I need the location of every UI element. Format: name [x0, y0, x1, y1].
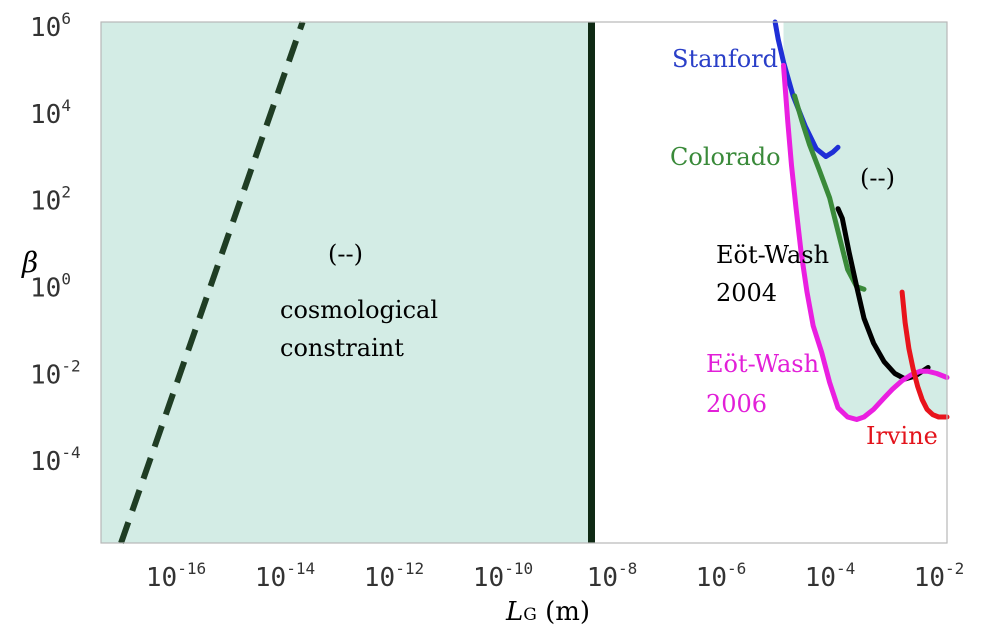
- x-tick-label: 10-14: [255, 559, 315, 593]
- y-tick-label: 10-4: [30, 443, 81, 477]
- annotation-excl_right: (--): [860, 164, 895, 192]
- y-tick-label: 100: [30, 270, 71, 304]
- x-tick-label: 10-16: [146, 559, 206, 593]
- annotation-ew2004b: 2004: [716, 279, 777, 307]
- excluded-regions: [101, 21, 947, 544]
- annotation-excl_left: (--): [328, 240, 363, 268]
- y-axis-label: β: [21, 246, 38, 279]
- annotation-stanford: Stanford: [672, 45, 778, 73]
- annotation-irvine: Irvine: [866, 422, 938, 450]
- x-tick-label: 10-4: [805, 559, 856, 593]
- cosmological-constraint-line: [118, 21, 306, 544]
- experiment-curves: [772, 19, 950, 422]
- annotation-cosmo2: constraint: [280, 334, 404, 362]
- annotation-ew2006b: 2006: [706, 390, 767, 418]
- series-irvine: [899, 289, 950, 420]
- x-axis-label: LG (m): [505, 597, 590, 627]
- y-tick-label: 106: [30, 9, 71, 43]
- x-tick-label: 10-10: [473, 559, 533, 593]
- annotations: Stanford Colorado Eöt-Wash 2004 Eöt-Wash 2006…: [280, 45, 938, 450]
- x-tick-label: 10-12: [364, 559, 424, 593]
- plot-frame: [100, 21, 948, 544]
- axis-ticks: 10-16 10-14 10-12 10-10 10-8 10-6 10-4 10-2 106 1…: [30, 9, 964, 593]
- y-tick-label: 104: [30, 96, 71, 130]
- annotation-colorado: Colorado: [670, 143, 781, 171]
- annotation-cosmo1: cosmological: [280, 296, 438, 324]
- y-tick-label: 102: [30, 183, 71, 217]
- series-colorado: [792, 93, 867, 292]
- x-tick-label: 10-6: [696, 559, 747, 593]
- x-tick-label: 10-8: [587, 559, 638, 593]
- excluded-region-left: [101, 22, 592, 543]
- y-tick-label: 10-2: [30, 356, 81, 390]
- x-tick-label: 10-2: [914, 559, 965, 593]
- annotation-ew2004a: Eöt-Wash: [716, 241, 829, 269]
- annotation-ew2006a: Eöt-Wash: [706, 350, 819, 378]
